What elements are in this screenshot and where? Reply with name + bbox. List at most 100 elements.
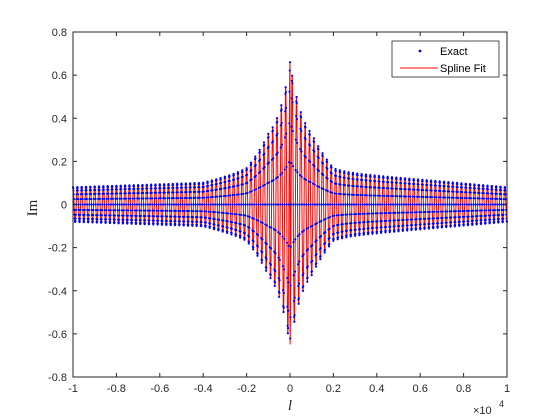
exact-point bbox=[470, 209, 473, 212]
exact-point bbox=[335, 182, 338, 185]
exact-point bbox=[135, 221, 138, 224]
exact-point bbox=[352, 173, 355, 176]
exact-point bbox=[235, 193, 239, 196]
exact-point bbox=[277, 277, 280, 280]
exact-point bbox=[209, 217, 212, 220]
x-tick-label: -0.2 bbox=[237, 383, 256, 395]
exact-point bbox=[393, 211, 397, 214]
exact-point bbox=[476, 203, 479, 206]
exact-point bbox=[77, 203, 80, 206]
exact-point bbox=[293, 313, 296, 317]
exact-point bbox=[196, 210, 199, 213]
exact-point bbox=[380, 226, 383, 229]
x-tick-label: -1 bbox=[68, 383, 78, 395]
exact-point bbox=[235, 222, 238, 225]
exact-point bbox=[150, 191, 153, 194]
exact-point bbox=[233, 185, 236, 188]
exact-point bbox=[317, 185, 321, 189]
exact-point bbox=[468, 197, 471, 200]
exact-point bbox=[348, 203, 351, 206]
exact-point bbox=[385, 219, 388, 222]
exact-point bbox=[94, 203, 97, 206]
exact-point bbox=[248, 215, 251, 219]
exact-point bbox=[250, 178, 253, 181]
exact-point bbox=[216, 203, 219, 206]
exact-point bbox=[120, 188, 123, 191]
exact-point bbox=[286, 327, 290, 330]
exact-point bbox=[327, 245, 331, 248]
exact-point bbox=[239, 223, 242, 226]
exact-point bbox=[330, 180, 333, 184]
exact-point bbox=[444, 210, 447, 213]
exact-point bbox=[459, 209, 462, 213]
exact-point bbox=[116, 197, 119, 200]
exact-point bbox=[387, 194, 390, 198]
exact-point bbox=[262, 141, 266, 144]
exact-point bbox=[297, 284, 300, 288]
exact-point bbox=[411, 203, 414, 206]
x-tick-label: 0 bbox=[287, 383, 293, 395]
exact-point bbox=[416, 195, 419, 198]
exact-point bbox=[90, 203, 93, 206]
exact-point bbox=[403, 195, 406, 198]
exact-point bbox=[410, 227, 413, 230]
x-exponent-power: 4 bbox=[499, 399, 504, 409]
exact-point bbox=[326, 160, 329, 164]
exact-point bbox=[467, 203, 471, 206]
exact-point bbox=[441, 216, 444, 220]
exact-point bbox=[168, 191, 171, 194]
exact-point bbox=[330, 164, 333, 167]
exact-point bbox=[346, 193, 349, 196]
exact-point bbox=[114, 197, 117, 200]
exact-point bbox=[467, 209, 470, 212]
exact-point bbox=[449, 224, 452, 227]
exact-point bbox=[297, 297, 300, 300]
exact-point bbox=[346, 203, 349, 206]
exact-point bbox=[290, 162, 293, 165]
exact-point bbox=[285, 203, 288, 206]
exact-point bbox=[135, 209, 138, 212]
exact-point bbox=[259, 203, 262, 206]
exact-point bbox=[98, 197, 102, 200]
exact-point bbox=[391, 203, 395, 206]
exact-point bbox=[269, 277, 272, 280]
exact-point bbox=[369, 179, 372, 182]
exact-point bbox=[124, 188, 127, 191]
exact-point bbox=[283, 268, 286, 271]
exact-point bbox=[261, 221, 264, 225]
exact-point bbox=[404, 178, 407, 181]
exact-point bbox=[252, 240, 255, 243]
exact-point bbox=[201, 196, 204, 199]
exact-point bbox=[291, 129, 294, 133]
exact-point bbox=[103, 197, 106, 200]
exact-point bbox=[338, 169, 342, 172]
exact-point bbox=[355, 203, 358, 206]
exact-point bbox=[317, 145, 320, 148]
exact-point bbox=[302, 285, 305, 288]
exact-point bbox=[319, 234, 323, 238]
exact-point bbox=[117, 218, 121, 221]
exact-point bbox=[259, 170, 262, 173]
exact-point bbox=[192, 209, 195, 213]
exact-point bbox=[303, 177, 306, 180]
exact-point bbox=[220, 195, 223, 198]
exact-point bbox=[374, 186, 377, 189]
exact-point bbox=[99, 209, 102, 212]
exact-point bbox=[170, 209, 173, 212]
exact-point bbox=[94, 192, 97, 196]
exact-point bbox=[131, 203, 134, 206]
exact-point bbox=[497, 220, 500, 223]
exact-point bbox=[279, 173, 282, 176]
exact-point bbox=[98, 192, 101, 195]
exact-point bbox=[242, 203, 245, 206]
exact-point bbox=[487, 209, 490, 212]
exact-point bbox=[278, 291, 281, 295]
exact-point bbox=[442, 196, 445, 199]
exact-point bbox=[470, 203, 473, 206]
exact-point bbox=[400, 211, 404, 214]
exact-point bbox=[371, 231, 374, 234]
exact-point bbox=[170, 197, 174, 200]
exact-point bbox=[421, 188, 425, 192]
exact-point bbox=[187, 209, 190, 213]
exact-point bbox=[431, 210, 434, 213]
